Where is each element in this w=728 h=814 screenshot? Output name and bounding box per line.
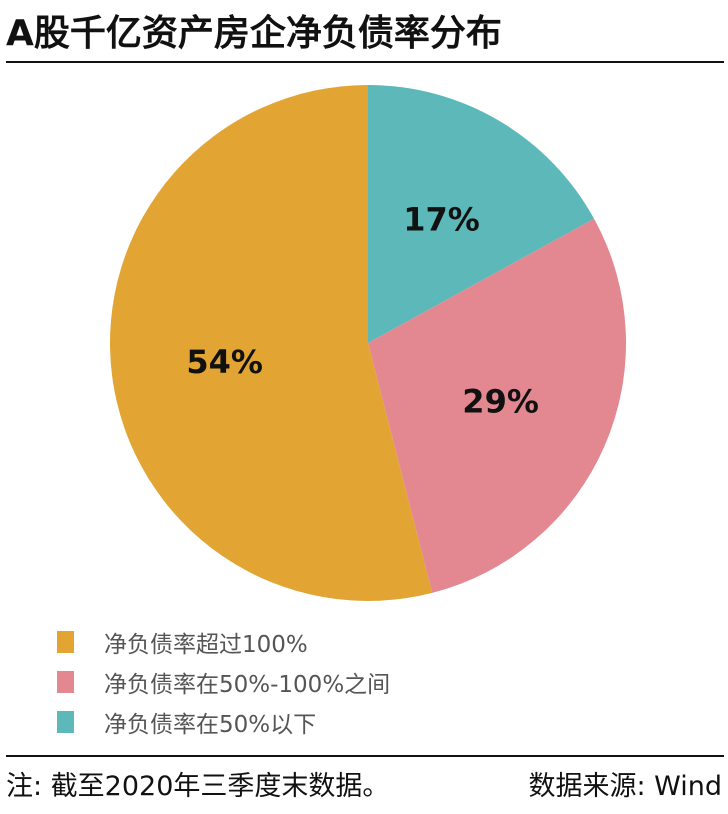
- pie-slice: [110, 84, 433, 601]
- legend-item: 净负债率超过100%: [57, 622, 390, 662]
- legend: 净负债率超过100% 净负债率在50%-100%之间 净负债率在50%以下: [57, 622, 390, 742]
- slice-data-label: 17%: [403, 201, 480, 239]
- footnote: 注: 截至2020年三季度末数据。: [6, 771, 390, 802]
- legend-label: 净负债率在50%-100%之间: [104, 672, 391, 698]
- slice-data-label: 29%: [462, 382, 539, 420]
- legend-item: 净负债率在50%-100%之间: [57, 662, 390, 702]
- pie-slice: [368, 85, 595, 343]
- legend-swatch: [57, 631, 74, 653]
- slice-data-label: 54%: [186, 343, 263, 381]
- pie-chart: 17% 29% 54%: [110, 84, 626, 601]
- legend-swatch: [57, 671, 74, 693]
- title-divider: [6, 61, 724, 63]
- legend-label: 净负债率在50%以下: [104, 712, 317, 738]
- legend-swatch: [57, 711, 74, 733]
- source-credit: 数据来源: Wind: [528, 771, 722, 802]
- footer-divider: [6, 755, 724, 757]
- legend-item: 净负债率在50%以下: [57, 702, 390, 742]
- pie-slice: [368, 218, 626, 593]
- legend-label: 净负债率超过100%: [104, 632, 308, 658]
- chart-title: A股千亿资产房企净负债率分布: [6, 13, 502, 54]
